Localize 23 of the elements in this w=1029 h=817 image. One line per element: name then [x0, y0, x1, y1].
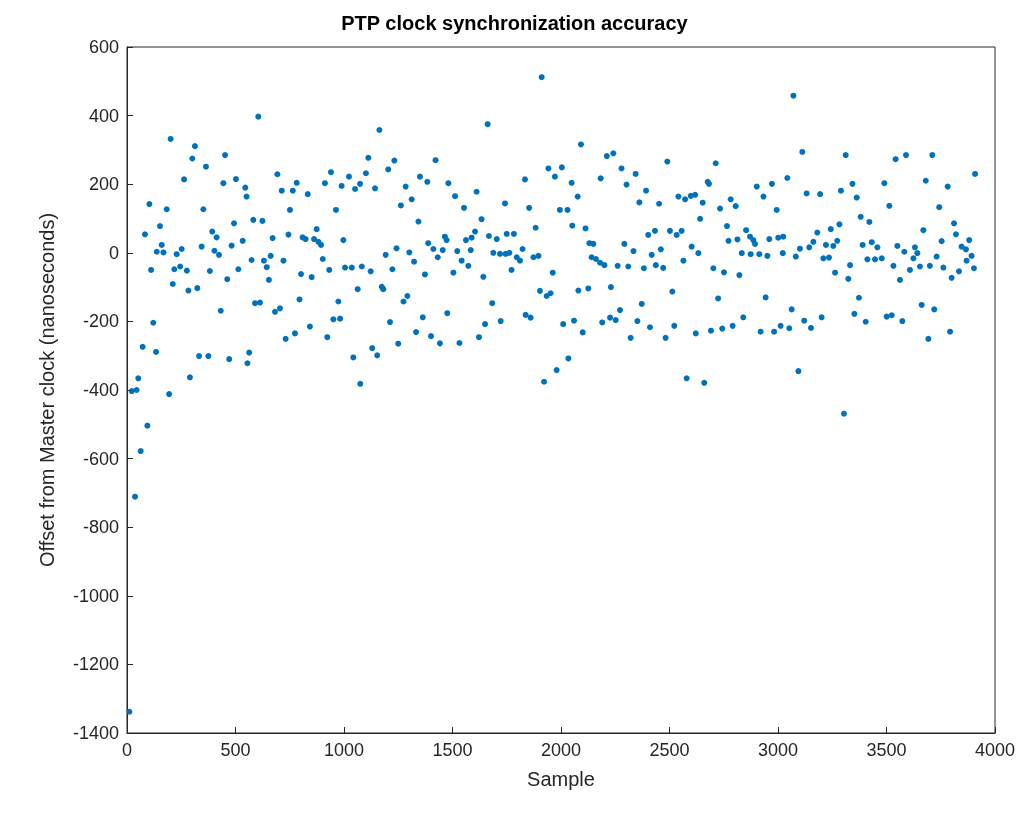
y-tick-label: -1400	[72, 723, 119, 743]
x-tick-label: 4000	[974, 740, 1016, 760]
y-tick-label: -200	[82, 311, 119, 332]
y-tick-label: -800	[82, 517, 119, 538]
x-tick-label: 2000	[540, 740, 582, 760]
x-tick-label: 0	[121, 740, 133, 760]
y-axis-title: Offset from Master clock (nanoseconds)	[36, 212, 58, 568]
y-tick-label: 0	[108, 242, 119, 263]
x-tick-label: 2500	[649, 740, 690, 760]
y-tick-label: -600	[82, 448, 119, 469]
x-axis-title: Sample	[527, 768, 595, 790]
y-tick-label: 400	[88, 105, 119, 126]
y-tick-label: -1000	[72, 585, 119, 606]
x-tick-label: 1500	[432, 740, 473, 760]
y-tick-label: -1200	[72, 654, 119, 675]
y-tick-label: -400	[82, 380, 119, 400]
x-tick-label: 1000	[323, 740, 365, 760]
y-tick-label: 200	[88, 174, 119, 195]
x-tick-label: 500	[220, 740, 251, 760]
chart-title: PTP clock synchronization accuracy	[341, 12, 689, 34]
x-tick-label: 3500	[866, 740, 907, 760]
x-tick-label: 3000	[757, 740, 799, 760]
y-tick-label: 600	[88, 37, 119, 57]
